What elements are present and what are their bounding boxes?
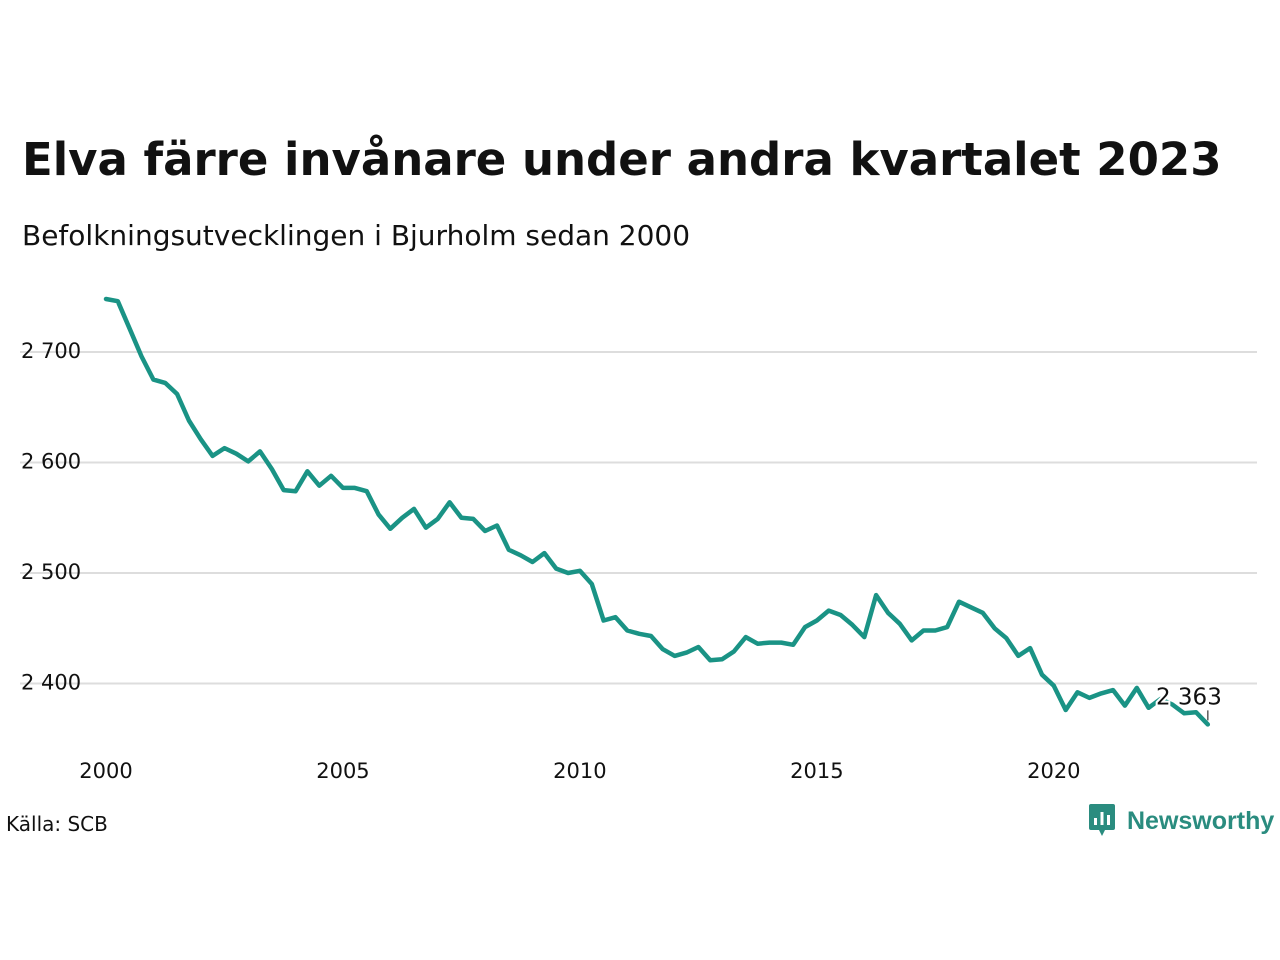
x-tick-label: 2015	[790, 759, 843, 783]
y-tick-label: 2 500	[21, 560, 81, 584]
y-axis-labels: 2 400 2 500 2 600 2 700	[21, 339, 81, 695]
series-line	[103, 296, 1211, 727]
newsworthy-logo-icon	[1089, 804, 1115, 836]
annotation-layer: 2 363	[1154, 682, 1224, 721]
x-tick-label: 2020	[1027, 759, 1080, 783]
x-tick-label: 2010	[553, 759, 606, 783]
x-tick-label: 2005	[316, 759, 369, 783]
brand-logo: Newsworthy	[1088, 803, 1274, 839]
end-value-label: 2 363	[1156, 684, 1222, 710]
y-tick-label: 2 700	[21, 339, 81, 363]
source-note: Källa: SCB	[6, 812, 108, 836]
x-axis-labels: 2000 2005 2010 2015 2020	[79, 759, 1080, 783]
chart-subtitle: Befolkningsutvecklingen i Bjurholm sedan…	[22, 219, 691, 252]
y-tick-label: 2 600	[21, 450, 81, 474]
brand-name: Newsworthy	[1127, 806, 1275, 835]
chart-title: Elva färre invånare under andra kvartale…	[22, 133, 1222, 186]
x-tick-label: 2000	[79, 759, 132, 783]
series-layer	[103, 296, 1211, 727]
y-tick-label: 2 400	[21, 671, 81, 695]
line-chart: 2 400 2 500 2 600 2 700 2000 2005 2010 2015 202…	[20, 296, 1257, 783]
